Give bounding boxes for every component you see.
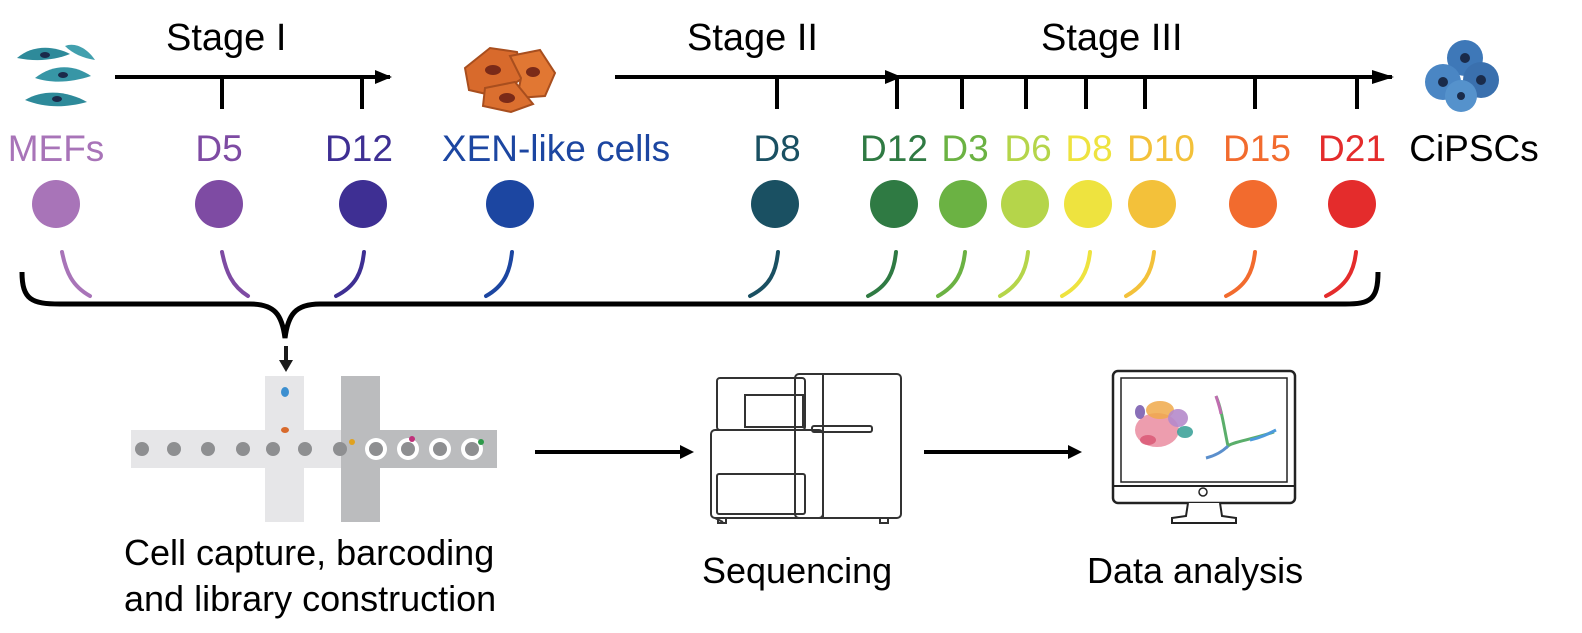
- sample-dot-7: [1001, 180, 1049, 228]
- bracket-down-arrowhead: [279, 360, 293, 372]
- timepoint-label-xen: XEN-like cells: [441, 128, 671, 169]
- pooling-bracket: [19, 271, 1381, 339]
- sample-connector-0: [60, 250, 92, 298]
- stage-label-3: Stage III: [1041, 17, 1183, 59]
- timepoint-label-stage2-d8: D8: [753, 128, 801, 169]
- sequencer-to-analysis-arrowhead: [1068, 445, 1082, 459]
- sample-connector-1: [220, 250, 250, 298]
- timepoint-label-stage3-d3: D3: [941, 128, 989, 169]
- timepoint-label-stage3-d10: D10: [1127, 128, 1195, 169]
- sample-dot-8: [1064, 180, 1112, 228]
- capture-step-label: Cell capture, barcoding and library cons…: [124, 530, 496, 622]
- sample-connector-5: [866, 250, 898, 298]
- timeline: [115, 70, 1394, 109]
- sample-dot-10: [1229, 180, 1277, 228]
- timepoint-label-stage1-d5: D5: [195, 128, 243, 169]
- sample-connector-7: [998, 250, 1030, 298]
- sample-connector-8: [1060, 250, 1092, 298]
- sequencing-step-label: Sequencing: [702, 550, 893, 591]
- sample-dot-1: [195, 180, 243, 228]
- chip-to-sequencer-arrowhead: [680, 445, 694, 459]
- stage-label-2: Stage II: [687, 17, 818, 59]
- sample-connector-2: [334, 250, 366, 298]
- sample-connector-4: [748, 250, 780, 298]
- stage2-arrowhead: [885, 70, 902, 84]
- capture-step-line1: Cell capture, barcoding: [124, 532, 495, 573]
- sample-dot-5: [870, 180, 918, 228]
- sample-connector-11: [1324, 250, 1358, 298]
- capture-step-line2: and library construction: [124, 578, 497, 619]
- timepoint-label-stage3-d21: D21: [1318, 128, 1386, 169]
- sample-connector-6: [936, 250, 967, 298]
- sample-connector-9: [1124, 250, 1156, 298]
- stage3-arrowhead: [1372, 70, 1394, 84]
- sample-dot-0: [32, 180, 80, 228]
- timepoint-label-stage3-d8: D8: [1065, 128, 1113, 169]
- cipsc-colony-icon: [1425, 40, 1499, 112]
- endpoint-label-cipscs: CiPSCs: [1409, 128, 1539, 169]
- sequencer-icon: [710, 373, 902, 524]
- sample-dot-6: [939, 180, 987, 228]
- timepoint-label-stage3-d15: D15: [1223, 128, 1291, 169]
- sample-dot-9: [1128, 180, 1176, 228]
- sample-dot-11: [1328, 180, 1376, 228]
- sample-connector-10: [1224, 250, 1257, 298]
- mef-cells-icon: [17, 44, 95, 107]
- sample-dot-3: [486, 180, 534, 228]
- stage1-arrowhead: [375, 70, 392, 84]
- sample-dots: [32, 180, 1376, 228]
- xen-like-cells-icon: [463, 46, 557, 114]
- stage-label-1: Stage I: [166, 17, 287, 59]
- timepoint-label-stage3-d6: D6: [1004, 128, 1052, 169]
- timepoint-label-mefs: MEFs: [7, 128, 105, 169]
- sample-dot-2: [339, 180, 387, 228]
- sample-connectors: [60, 250, 1358, 298]
- timepoint-label-stage1-d12: D12: [325, 128, 393, 169]
- sample-dot-4: [751, 180, 799, 228]
- sample-connector-3: [484, 250, 514, 298]
- analysis-step-label: Data analysis: [1087, 550, 1304, 591]
- monitor-icon: [1111, 369, 1297, 524]
- timepoint-label-stage2-d12: D12: [860, 128, 928, 169]
- microfluidic-chip-icon: [131, 376, 497, 522]
